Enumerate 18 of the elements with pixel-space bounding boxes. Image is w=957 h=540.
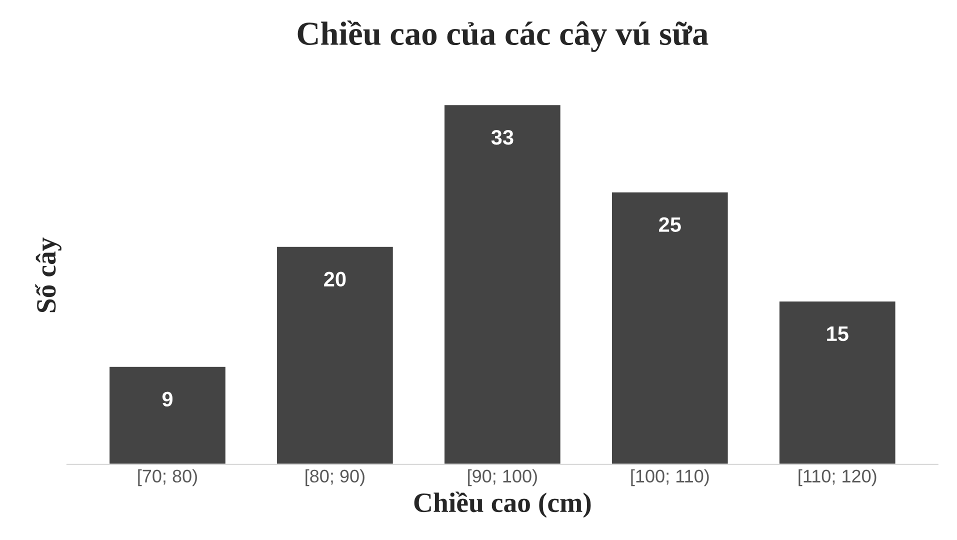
x-tick-label: [100; 110): [631, 469, 709, 486]
bar: [778, 300, 897, 464]
data-label: 15: [827, 326, 848, 342]
x-tick-label: [80; 90): [306, 469, 364, 486]
chart-title: Chiều cao của các cây vú sữa: [298, 20, 708, 52]
x-tick-label: [110; 120): [798, 469, 876, 486]
data-label: 9: [162, 392, 172, 407]
data-label: 20: [324, 272, 346, 287]
y-axis-title: Số cây: [35, 237, 62, 312]
bar: [610, 190, 730, 464]
x-tick-label: [90; 100): [468, 469, 537, 486]
bar: [108, 366, 227, 464]
x-axis-title: Chiều cao (cm): [414, 492, 591, 518]
data-label: 33: [491, 130, 514, 145]
x-tick-label: [70; 80): [138, 469, 197, 486]
data-label: 25: [659, 217, 681, 232]
bar: [443, 104, 562, 464]
bar: [276, 246, 394, 464]
